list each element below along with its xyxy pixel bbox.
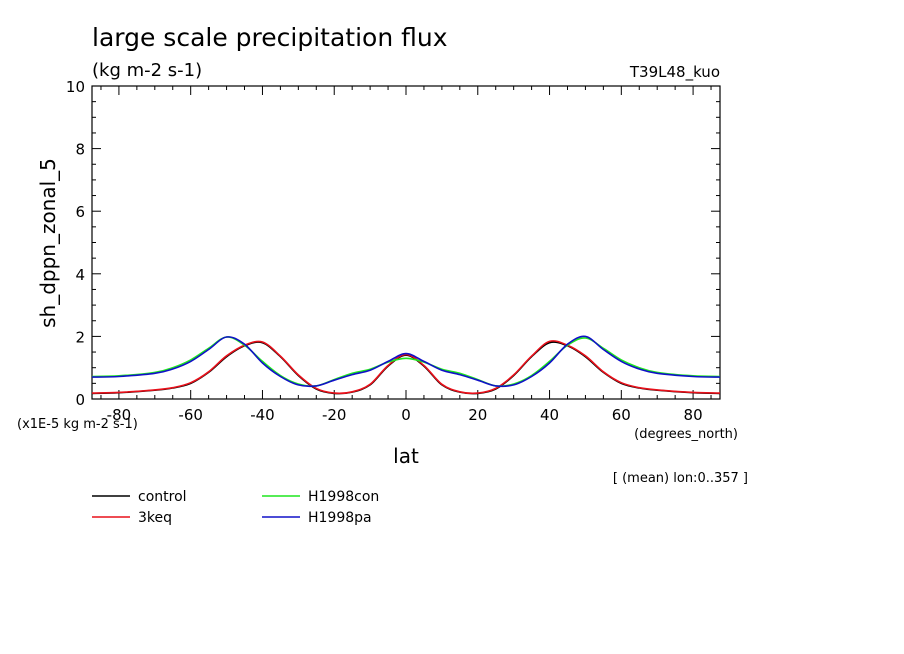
legend: control 3keq H1998con H1998pa [92, 489, 379, 526]
mean-note: [ (mean) lon:0..357 ] [613, 471, 748, 486]
run-label: T39L48_kuo [629, 63, 720, 82]
series-line-3keq [91, 340, 721, 395]
x-tick-label: -20 [322, 406, 347, 424]
x-tick-label: 0 [401, 406, 411, 424]
series-lines [91, 335, 721, 395]
legend-label-h1998pa: H1998pa [308, 510, 372, 526]
x-tick-label: 80 [684, 406, 703, 424]
y-tick-labels: 0 2 4 6 8 10 [66, 78, 85, 409]
x-units-label: (degrees_north) [634, 427, 738, 442]
x-tick-label: -60 [178, 406, 203, 424]
y-tick-label: 2 [75, 328, 85, 346]
x-tick-label: 60 [612, 406, 631, 424]
series-line-h1998con [91, 336, 721, 387]
y-tick-label: 6 [75, 203, 85, 221]
y-tick-label: 4 [75, 266, 85, 284]
y-axis-label: sh_dppn_zonal_5 [36, 158, 60, 328]
x-axis-label: lat [393, 444, 419, 468]
chart-title: large scale precipitation flux [92, 23, 448, 52]
series-line-control [91, 341, 721, 395]
y-tick-label: 8 [75, 141, 85, 159]
y-tick-label: 0 [75, 391, 85, 409]
x-tick-label: -80 [107, 406, 132, 424]
plot-frame [91, 85, 721, 400]
x-tick-labels: -80 -60 -40 -20 0 20 40 60 80 [107, 406, 703, 424]
axis-ticks [92, 85, 720, 400]
legend-label-3keq: 3keq [138, 510, 172, 526]
x-tick-label: 40 [540, 406, 559, 424]
chart-subtitle: (kg m-2 s-1) [92, 60, 202, 81]
legend-label-control: control [138, 489, 187, 505]
x-tick-label: 20 [468, 406, 487, 424]
y-scale-note: (x1E-5 kg m-2 s-1) [17, 417, 138, 432]
legend-label-h1998con: H1998con [308, 489, 379, 505]
x-tick-label: -40 [250, 406, 275, 424]
y-tick-label: 10 [66, 78, 85, 96]
series-line-h1998pa [91, 335, 721, 388]
